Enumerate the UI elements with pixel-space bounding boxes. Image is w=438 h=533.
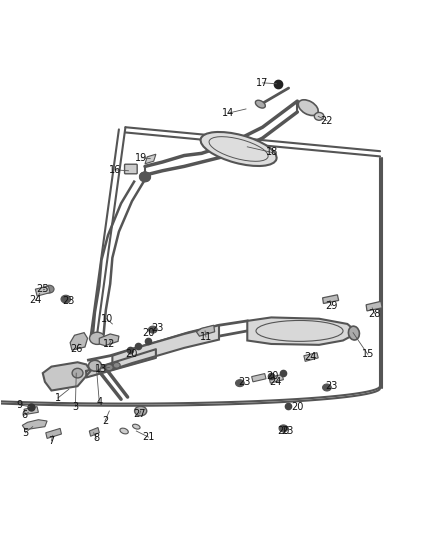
Text: 20: 20	[277, 426, 290, 436]
Polygon shape	[304, 353, 318, 361]
Ellipse shape	[133, 424, 140, 429]
Ellipse shape	[45, 285, 54, 293]
Polygon shape	[86, 349, 156, 377]
Ellipse shape	[255, 100, 265, 108]
Text: 19: 19	[135, 152, 148, 163]
Polygon shape	[145, 154, 156, 164]
Ellipse shape	[314, 112, 324, 120]
Polygon shape	[43, 362, 91, 391]
Polygon shape	[366, 301, 382, 311]
Text: 24: 24	[29, 295, 42, 305]
Ellipse shape	[322, 384, 331, 391]
Ellipse shape	[88, 360, 102, 371]
Text: 24: 24	[304, 352, 317, 362]
Text: 7: 7	[48, 435, 55, 446]
Text: 13: 13	[95, 364, 107, 374]
Polygon shape	[24, 407, 39, 415]
Ellipse shape	[298, 100, 318, 116]
Text: 20: 20	[125, 350, 137, 359]
Polygon shape	[269, 375, 283, 383]
Text: 16: 16	[110, 165, 121, 175]
Text: 29: 29	[325, 301, 337, 311]
Text: 20: 20	[291, 402, 304, 411]
Polygon shape	[22, 419, 47, 430]
Text: 28: 28	[369, 309, 381, 319]
Text: 1: 1	[55, 393, 61, 403]
Text: 2: 2	[102, 416, 108, 426]
Text: 4: 4	[96, 397, 102, 407]
Ellipse shape	[201, 132, 277, 166]
Polygon shape	[113, 325, 219, 370]
Ellipse shape	[120, 428, 128, 434]
Text: 24: 24	[269, 377, 282, 387]
Polygon shape	[99, 334, 119, 346]
Text: 5: 5	[22, 428, 28, 438]
FancyBboxPatch shape	[124, 164, 137, 174]
Text: 23: 23	[63, 296, 75, 306]
Ellipse shape	[140, 172, 150, 182]
Polygon shape	[322, 295, 339, 303]
Text: 18: 18	[266, 148, 278, 157]
Text: 23: 23	[151, 324, 163, 333]
Polygon shape	[89, 427, 99, 436]
Text: 20: 20	[142, 328, 155, 337]
Ellipse shape	[348, 326, 360, 340]
Ellipse shape	[279, 425, 288, 432]
Text: 3: 3	[72, 402, 78, 411]
Text: 21: 21	[142, 432, 155, 442]
Ellipse shape	[89, 332, 105, 344]
Text: 14: 14	[222, 108, 234, 118]
Polygon shape	[196, 325, 215, 336]
Text: 17: 17	[256, 78, 268, 88]
Text: 20: 20	[266, 371, 278, 381]
Text: 6: 6	[21, 410, 27, 421]
Text: 10: 10	[101, 314, 113, 324]
Ellipse shape	[140, 172, 150, 182]
Text: 12: 12	[103, 339, 116, 349]
Polygon shape	[252, 374, 266, 382]
Text: 8: 8	[93, 433, 99, 443]
Text: 15: 15	[362, 350, 374, 359]
Text: 23: 23	[238, 377, 251, 387]
Ellipse shape	[61, 295, 71, 303]
Text: 27: 27	[134, 409, 146, 418]
Text: 11: 11	[200, 332, 212, 342]
Text: 26: 26	[70, 344, 82, 354]
Text: 23: 23	[282, 426, 294, 436]
Polygon shape	[35, 286, 50, 296]
Polygon shape	[70, 333, 88, 350]
Ellipse shape	[113, 362, 120, 368]
Text: 23: 23	[325, 381, 337, 391]
Ellipse shape	[106, 364, 113, 371]
Ellipse shape	[72, 368, 83, 378]
Polygon shape	[46, 429, 61, 439]
Ellipse shape	[148, 326, 157, 333]
Polygon shape	[247, 318, 354, 345]
Ellipse shape	[134, 406, 147, 416]
Text: 22: 22	[321, 116, 333, 126]
Text: 25: 25	[36, 284, 49, 294]
Ellipse shape	[236, 379, 244, 386]
Text: 9: 9	[17, 400, 23, 410]
